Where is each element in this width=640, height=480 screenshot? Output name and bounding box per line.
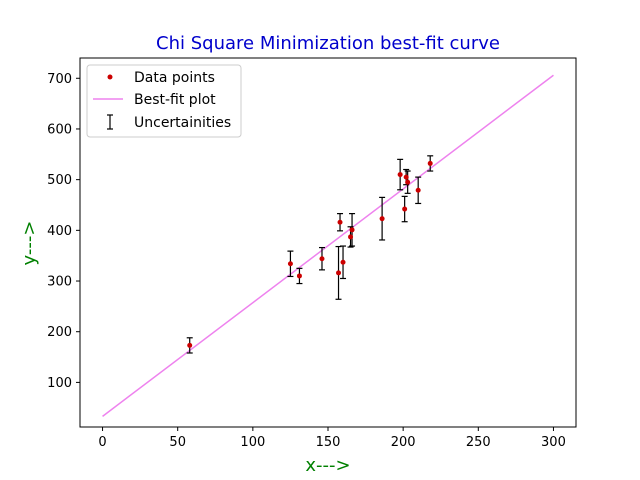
data-point (187, 342, 193, 348)
data-point (397, 172, 403, 178)
y-tick-label: 500 (47, 173, 72, 188)
data-point (349, 227, 355, 233)
data-point (296, 273, 302, 279)
y-tick-label: 300 (47, 275, 72, 290)
data-point (340, 259, 346, 265)
legend-label-best-fit: Best-fit plot (134, 92, 216, 108)
points-layer (187, 160, 433, 348)
legend-marker-uncertainties (107, 114, 113, 130)
x-tick-label: 0 (98, 435, 106, 450)
legend-label-uncertainties: Uncertainities (134, 115, 231, 131)
x-axis-ticks: 0 50 100 150 200 250 300 (98, 427, 566, 450)
y-axis-label: y---> (19, 221, 40, 266)
data-point (402, 206, 408, 212)
legend-label-data-points: Data points (134, 70, 215, 86)
y-tick-label: 400 (47, 224, 72, 239)
x-tick-label: 150 (316, 435, 341, 450)
x-tick-label: 250 (466, 435, 491, 450)
data-point (379, 216, 385, 222)
data-point (336, 270, 342, 276)
data-point (348, 234, 354, 240)
y-axis-ticks: 100 200 300 400 500 600 700 (47, 72, 80, 391)
data-point (337, 219, 343, 225)
chart-title: Chi Square Minimization best-fit curve (156, 33, 500, 54)
errorbar-layer (186, 155, 434, 354)
data-point (427, 160, 433, 166)
x-tick-label: 300 (541, 435, 566, 450)
fit-line-layer (102, 74, 554, 417)
y-tick-label: 200 (47, 325, 72, 340)
x-tick-label: 100 (240, 435, 265, 450)
data-point (287, 261, 293, 267)
data-point (415, 187, 421, 193)
best-fit-line (102, 74, 554, 417)
data-point (403, 174, 409, 180)
legend-box (86, 64, 242, 138)
x-tick-label: 50 (169, 435, 186, 450)
x-tick-label: 200 (391, 435, 416, 450)
x-axis-label: x---> (305, 455, 350, 476)
y-tick-label: 700 (47, 72, 72, 87)
data-point (319, 256, 325, 262)
y-tick-label: 100 (47, 376, 72, 391)
legend: Data points Best-fit plot Uncertainities (86, 64, 242, 138)
y-tick-label: 600 (47, 122, 72, 137)
data-point (405, 179, 411, 185)
legend-marker-data-points (107, 74, 113, 80)
